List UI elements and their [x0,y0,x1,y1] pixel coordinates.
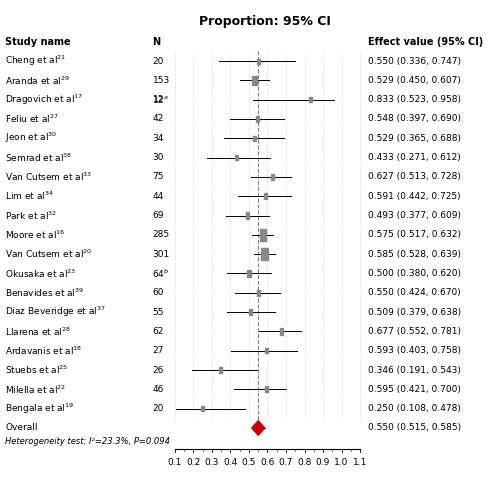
Text: 0.6: 0.6 [260,458,274,467]
Text: Park et al: Park et al [0,490,1,491]
Text: 0.346 (0.191, 0.543): 0.346 (0.191, 0.543) [368,366,460,375]
Text: Semrad et al: Semrad et al [0,490,1,491]
Text: Jeon et al: Jeon et al [0,490,1,491]
Text: Llarena et al$^{28}$: Llarena et al$^{28}$ [5,325,71,338]
Text: 0.8: 0.8 [298,458,312,467]
Text: 27: 27 [152,346,164,355]
Text: N: N [152,37,160,47]
Text: 12$^{a}$: 12$^{a}$ [152,94,170,105]
Text: Moore et al: Moore et al [0,490,1,491]
Text: 75: 75 [152,172,164,181]
Text: Bengala et al$^{19}$: Bengala et al$^{19}$ [5,402,74,416]
Text: 0.529 (0.450, 0.607): 0.529 (0.450, 0.607) [368,76,460,85]
Text: 0.1: 0.1 [168,458,182,467]
Text: 153: 153 [152,76,170,85]
Text: 1.0: 1.0 [334,458,348,467]
Text: 34: 34 [152,134,164,143]
Text: Semrad et al$^{38}$: Semrad et al$^{38}$ [5,151,72,164]
Text: 0.493 (0.377, 0.609): 0.493 (0.377, 0.609) [368,211,460,220]
Text: 30: 30 [152,153,164,162]
Text: 42: 42 [152,114,164,123]
Text: Stuebs et al: Stuebs et al [0,490,1,491]
Text: 20: 20 [152,56,164,65]
Text: 0.250 (0.108, 0.478): 0.250 (0.108, 0.478) [368,404,460,413]
Text: 0.7: 0.7 [279,458,293,467]
Text: 0.548 (0.397, 0.690): 0.548 (0.397, 0.690) [368,114,460,123]
Text: Bengala et al: Bengala et al [0,490,1,491]
Text: 285: 285 [152,230,170,239]
Text: 0.593 (0.403, 0.758): 0.593 (0.403, 0.758) [368,346,460,355]
Text: Lim et al: Lim et al [0,490,1,491]
Text: Cheng et al: Cheng et al [0,490,1,491]
Text: 0.500 (0.380, 0.620): 0.500 (0.380, 0.620) [368,269,460,278]
Text: Van Cutsem et al: Van Cutsem et al [0,490,1,491]
Text: 46: 46 [152,385,164,394]
Text: 64$^{b}$: 64$^{b}$ [152,267,170,280]
Text: Heterogeneity test: I²=23.3%, P=0.094: Heterogeneity test: I²=23.3%, P=0.094 [5,437,170,446]
Text: Park et al$^{32}$: Park et al$^{32}$ [5,209,57,222]
Text: 0.550 (0.336, 0.747): 0.550 (0.336, 0.747) [368,56,460,65]
Text: 0.595 (0.421, 0.700): 0.595 (0.421, 0.700) [368,385,460,394]
Text: Lim et al$^{34}$: Lim et al$^{34}$ [5,190,54,202]
Text: 0.5: 0.5 [242,458,256,467]
Text: 0.529 (0.365, 0.688): 0.529 (0.365, 0.688) [368,134,460,143]
Text: Aranda et al$^{29}$: Aranda et al$^{29}$ [5,74,70,86]
Text: 60: 60 [152,288,164,297]
Text: Aranda et al: Aranda et al [0,490,1,491]
Text: Overall: Overall [5,424,38,433]
Text: 301: 301 [152,250,170,259]
Text: Okusaka et al$^{23}$: Okusaka et al$^{23}$ [5,267,76,280]
Text: Moore et al$^{16}$: Moore et al$^{16}$ [5,229,66,241]
Text: Llarena et al: Llarena et al [0,490,1,491]
Text: 0.509 (0.379, 0.638): 0.509 (0.379, 0.638) [368,308,460,317]
Text: 0.4: 0.4 [224,458,237,467]
Text: Dragovich et al$^{17}$: Dragovich et al$^{17}$ [5,92,83,107]
Text: 44: 44 [152,192,164,201]
Text: Study name: Study name [5,37,70,47]
Text: Diaz Beveridge et al$^{37}$: Diaz Beveridge et al$^{37}$ [5,305,105,319]
Text: Cheng et al$^{21}$: Cheng et al$^{21}$ [5,54,66,68]
Text: 0.627 (0.513, 0.728): 0.627 (0.513, 0.728) [368,172,460,181]
Text: Milella et al$^{22}$: Milella et al$^{22}$ [5,383,66,396]
Text: 26: 26 [152,366,164,375]
Text: 0.433 (0.271, 0.612): 0.433 (0.271, 0.612) [368,153,460,162]
Text: 0.591 (0.442, 0.725): 0.591 (0.442, 0.725) [368,192,460,201]
Text: 0.833 (0.523, 0.958): 0.833 (0.523, 0.958) [368,95,460,104]
Text: Van Cutsem et al$^{33}$: Van Cutsem et al$^{33}$ [5,171,92,183]
Text: Ardavanis et al: Ardavanis et al [0,490,1,491]
Text: Proportion: 95% CI: Proportion: 95% CI [199,15,331,27]
Text: 12: 12 [152,95,164,104]
Text: 0.550 (0.424, 0.670): 0.550 (0.424, 0.670) [368,288,460,297]
Text: 0.585 (0.528, 0.639): 0.585 (0.528, 0.639) [368,250,460,259]
Text: Feliu et al$^{27}$: Feliu et al$^{27}$ [5,113,59,125]
Text: Okusaka et al: Okusaka et al [0,490,1,491]
Text: 1.1: 1.1 [353,458,367,467]
Text: Jeon et al$^{30}$: Jeon et al$^{30}$ [5,131,58,145]
Text: 0.3: 0.3 [205,458,219,467]
Text: Dragovich et al: Dragovich et al [0,490,1,491]
Text: 62: 62 [152,327,164,336]
Text: 0.2: 0.2 [186,458,200,467]
Text: Milella et al: Milella et al [0,490,1,491]
Text: 20: 20 [152,404,164,413]
Text: Stuebs et al$^{25}$: Stuebs et al$^{25}$ [5,364,68,376]
Text: Benavides et al$^{39}$: Benavides et al$^{39}$ [5,287,84,299]
Text: 69: 69 [152,211,164,220]
Text: Diaz Beveridge et al: Diaz Beveridge et al [0,490,1,491]
Text: 0.677 (0.552, 0.781): 0.677 (0.552, 0.781) [368,327,460,336]
Text: Effect value (95% CI): Effect value (95% CI) [368,37,483,47]
Text: Ardavanis et al$^{18}$: Ardavanis et al$^{18}$ [5,345,82,357]
Text: 0.550 (0.515, 0.585): 0.550 (0.515, 0.585) [368,424,460,433]
Text: 0.575 (0.517, 0.632): 0.575 (0.517, 0.632) [368,230,460,239]
Text: Feliu et al: Feliu et al [0,490,1,491]
Text: 0.9: 0.9 [316,458,330,467]
Text: Van Cutsem et al$^{20}$: Van Cutsem et al$^{20}$ [5,248,92,260]
Text: Van Cutsem et al: Van Cutsem et al [0,490,1,491]
Text: Benavides et al: Benavides et al [0,490,1,491]
Text: 55: 55 [152,308,164,317]
